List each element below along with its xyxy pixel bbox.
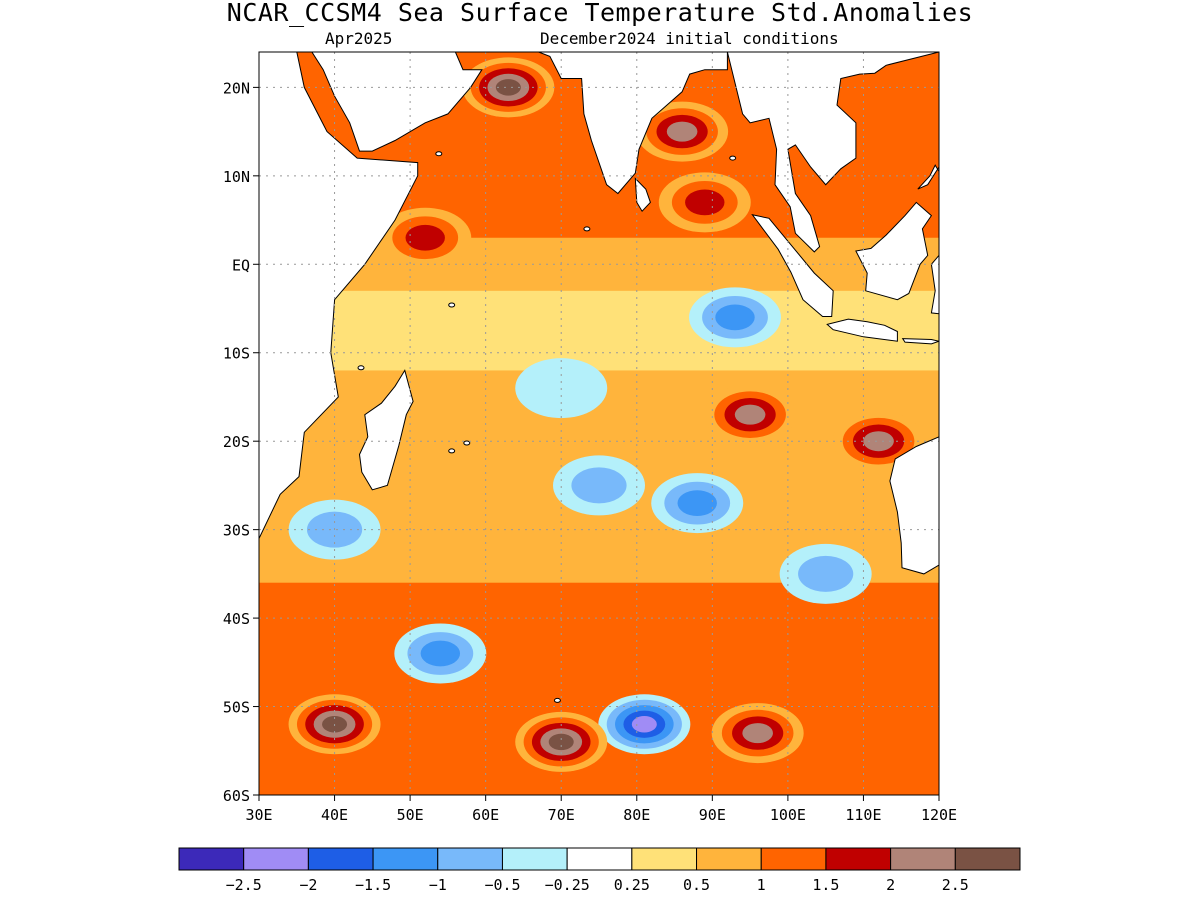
latitude-axis: 20N 10N EQ 10S 20S 30S 40S 50S 60S — [223, 79, 259, 805]
sumatra-landmass — [751, 214, 834, 317]
sri-lanka-landmass — [634, 177, 651, 213]
landmasses — [259, 52, 939, 703]
comoros-island — [357, 365, 365, 371]
lon-tick-label: 80E — [623, 806, 650, 824]
anomaly-contour-5-3 — [734, 404, 766, 425]
colorbar-label: −2.5 — [226, 876, 262, 894]
field-band-southern — [259, 582, 939, 795]
andaman-island — [729, 155, 737, 161]
colorbar-swatch — [437, 847, 503, 871]
madagascar-landmass — [358, 369, 414, 491]
lat-tick-label: 20N — [223, 79, 250, 97]
colorbar-swatch — [825, 847, 892, 871]
australia-landmass — [889, 436, 939, 575]
colorbar-swatch — [890, 847, 956, 871]
lon-tick-label: 90E — [699, 806, 726, 824]
colorbar-swatch — [696, 847, 762, 871]
gridlines — [259, 52, 939, 795]
forecast-month: Apr2025 — [325, 29, 393, 48]
colorbar-label: 2.5 — [942, 876, 969, 894]
colorbar-label: 1.5 — [812, 876, 839, 894]
colorbar-swatch — [372, 847, 439, 871]
lat-tick-label: 50S — [223, 699, 250, 717]
borneo-landmass — [855, 201, 933, 301]
colorbar-label: 0.25 — [614, 876, 650, 894]
indochina-landmass — [726, 52, 939, 253]
lat-tick-label: 30S — [223, 522, 250, 540]
colorbar: −2.5 −2 −1.5 −1 −0.5 −0.25 0.25 0.5 1 1.5 2 2.5 — [178, 847, 1021, 894]
reunion-island — [448, 448, 456, 454]
anomaly-contour-10-1 — [798, 555, 854, 592]
colorbar-label: 2 — [886, 876, 895, 894]
lon-tick-label: 70E — [548, 806, 575, 824]
colorbar-label: 1 — [757, 876, 766, 894]
colorbar-swatch — [307, 847, 374, 871]
chart-title: NCAR_CCSM4 Sea Surface Temperature Std.A… — [226, 0, 974, 27]
anomaly-contour-4-2 — [715, 304, 755, 331]
map-frame — [258, 51, 940, 796]
anomaly-contour-11-2 — [420, 640, 461, 667]
colorbar-label: −0.5 — [484, 876, 520, 894]
java-landmass — [826, 318, 898, 342]
colorbar-swatch — [954, 847, 1021, 871]
lon-tick-label: 60E — [472, 806, 499, 824]
kerguelen-island — [553, 697, 561, 703]
colorbar-label: −2 — [299, 876, 317, 894]
initial-conditions: December2024 initial conditions — [540, 29, 839, 48]
lat-tick-label: 20S — [223, 433, 250, 451]
lon-tick-label: 50E — [397, 806, 424, 824]
anomaly-contour-2-2 — [685, 189, 725, 216]
anomaly-contour-1-3 — [666, 121, 698, 142]
lon-tick-label: 40E — [321, 806, 348, 824]
anomaly-contour-12-4 — [631, 716, 657, 733]
lat-tick-label: 60S — [223, 787, 250, 805]
anomaly-contour-6-3 — [863, 431, 894, 452]
lon-tick-label: 100E — [770, 806, 806, 824]
lat-tick-label: 10S — [223, 345, 250, 363]
lon-tick-label: 110E — [845, 806, 881, 824]
anomaly-contour-7-2 — [677, 490, 717, 517]
arabia-landmass — [311, 52, 483, 152]
socotra-island — [435, 151, 443, 157]
lat-tick-label: EQ — [232, 256, 250, 274]
seychelles-island — [448, 302, 456, 308]
colorbar-label: −1 — [429, 876, 447, 894]
lat-tick-label: 40S — [223, 610, 250, 628]
colorbar-label: −1.5 — [355, 876, 391, 894]
colorbar-swatch — [243, 847, 309, 871]
anomaly-contour-0-4 — [495, 79, 521, 96]
colorbar-swatch — [631, 847, 698, 871]
colorbar-swatch — [178, 847, 245, 871]
philippines-landmass — [917, 164, 939, 190]
anomaly-contour-3-2 — [405, 224, 445, 251]
colorbar-label: 0.5 — [683, 876, 710, 894]
anomaly-contour-8-1 — [571, 467, 627, 504]
anomaly-contour-14-4 — [548, 733, 574, 751]
maldives-island — [583, 226, 591, 232]
colorbar-swatch — [760, 847, 827, 871]
lon-tick-label: 120E — [921, 806, 957, 824]
anomaly-contour-15-3 — [742, 723, 773, 744]
colorbar-swatch — [501, 847, 568, 871]
longitude-axis: 30E 40E 50E 60E 70E 80E 90E 100E 110E 120E — [245, 795, 957, 824]
lon-tick-label: 30E — [245, 806, 272, 824]
colorbar-label: −0.25 — [545, 876, 590, 894]
colorbar-swatch — [566, 847, 633, 871]
lat-tick-label: 10N — [223, 168, 250, 186]
lesser-sunda-landmass — [901, 338, 939, 345]
mauritius-island — [463, 440, 471, 446]
sulawesi-landmass — [930, 254, 939, 315]
